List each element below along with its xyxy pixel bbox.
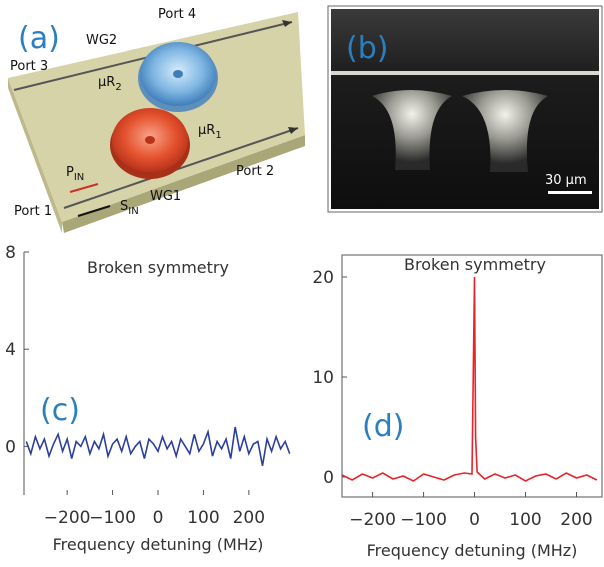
arrow (288, 127, 298, 134)
y-tick-label: 10 (312, 368, 334, 388)
y-tick-label: 0 (5, 437, 16, 457)
pump-label: PIN (66, 165, 84, 183)
x-axis-label: Frequency detuning (MHz) (53, 535, 264, 554)
port-label: Port 4 (158, 7, 196, 22)
panel-b: 30 μm (b) (327, 5, 603, 213)
x-tick-label: −200 (44, 508, 91, 528)
x-tick-label: 0 (153, 508, 164, 528)
x-tick-label: −200 (349, 510, 396, 530)
slab-edge (8, 78, 62, 233)
chart-title: Broken symmetry (87, 258, 229, 277)
slab-side (62, 135, 305, 233)
port-label: Port 2 (236, 164, 274, 179)
panel-a: (a) Port 4 WG2 Port 3 μR2 μR1 Port 2 PIN… (8, 7, 305, 233)
y-tick-label: 20 (312, 268, 334, 288)
scale-label: 30 μm (545, 173, 587, 188)
port-label: Port 1 (14, 204, 52, 219)
y-tick-label: 0 (323, 468, 334, 488)
signal-arrow (77, 205, 111, 217)
microresonator (372, 90, 452, 170)
panel-label: (a) (18, 21, 60, 56)
x-tick-label: 200 (233, 508, 265, 528)
waveguide-label: WG2 (86, 33, 117, 48)
data-line (341, 276, 598, 482)
x-tick-label: 100 (187, 508, 219, 528)
port-label: Port 3 (10, 59, 48, 74)
data-line (25, 426, 291, 466)
pump-arrow (69, 183, 99, 193)
photo (331, 9, 599, 209)
scale-bar (548, 191, 592, 194)
ring-label: μR1 (198, 123, 222, 141)
arrow (282, 20, 292, 27)
waveguide (63, 127, 299, 209)
panel-label: (b) (346, 31, 388, 66)
microresonator (462, 90, 548, 172)
ring-center (145, 136, 155, 144)
y-tick-label: 8 (5, 243, 16, 263)
x-tick-label: −100 (89, 508, 136, 528)
x-tick-label: −100 (400, 510, 447, 530)
waveguide-label: WG1 (150, 189, 181, 204)
x-axis-label: Frequency detuning (MHz) (367, 541, 578, 560)
panel-label: (d) (362, 409, 404, 444)
plot-frame (341, 254, 603, 498)
x-tick-label: 200 (560, 510, 592, 530)
ring-label: μR2 (98, 75, 122, 93)
chart-title: Broken symmetry (404, 255, 546, 274)
ring-center (173, 70, 183, 78)
y-tick-label: 4 (5, 340, 16, 360)
panel-label: (c) (40, 393, 80, 428)
taper-fiber (331, 71, 599, 75)
signal-label: SIN (120, 199, 139, 217)
x-tick-label: 0 (469, 510, 480, 530)
x-tick-label: 100 (509, 510, 541, 530)
